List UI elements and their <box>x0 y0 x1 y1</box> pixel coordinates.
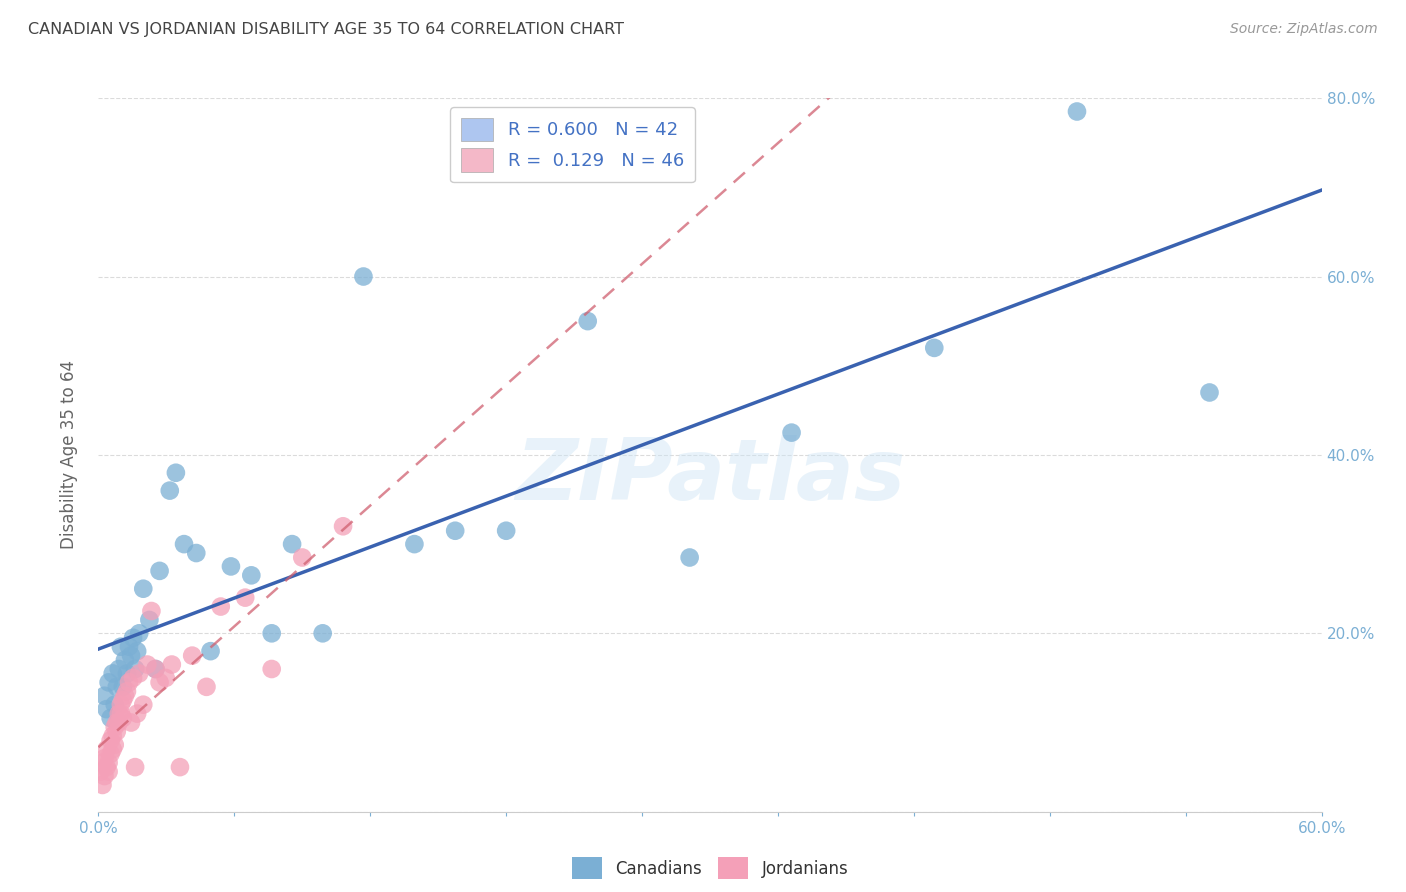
Point <box>118 640 141 654</box>
Point <box>100 747 122 761</box>
Point <box>145 662 167 676</box>
Point <box>108 662 131 676</box>
Point <box>101 742 124 756</box>
Point <box>100 733 122 747</box>
Point <box>124 760 146 774</box>
Point <box>576 314 599 328</box>
Point <box>332 519 354 533</box>
Point <box>111 680 134 694</box>
Point <box>105 680 128 694</box>
Text: ZIPatlas: ZIPatlas <box>515 434 905 518</box>
Point <box>780 425 803 440</box>
Point <box>160 657 183 672</box>
Point <box>922 341 945 355</box>
Point <box>96 760 118 774</box>
Point <box>132 698 155 712</box>
Point <box>122 631 145 645</box>
Point <box>679 550 702 565</box>
Point <box>149 675 172 690</box>
Point <box>118 675 141 690</box>
Point <box>124 662 146 676</box>
Point <box>120 648 142 663</box>
Y-axis label: Disability Age 35 to 64: Disability Age 35 to 64 <box>60 360 79 549</box>
Point <box>115 666 138 681</box>
Point <box>111 693 134 707</box>
Point <box>200 644 222 658</box>
Text: Source: ZipAtlas.com: Source: ZipAtlas.com <box>1230 22 1378 37</box>
Legend: Canadians, Jordanians: Canadians, Jordanians <box>565 851 855 886</box>
Point <box>101 666 124 681</box>
Point <box>155 671 177 685</box>
Point <box>165 466 187 480</box>
Point <box>97 675 120 690</box>
Point <box>260 626 283 640</box>
Point <box>93 689 115 703</box>
Point <box>159 483 181 498</box>
Point <box>115 684 138 698</box>
Point <box>93 769 115 783</box>
Point <box>105 715 128 730</box>
Point <box>128 666 150 681</box>
Point <box>141 604 163 618</box>
Point <box>93 751 115 765</box>
Point <box>138 613 160 627</box>
Point <box>110 698 132 712</box>
Point <box>110 640 132 654</box>
Point <box>173 537 195 551</box>
Point <box>1066 104 1088 119</box>
Point <box>209 599 232 614</box>
Point <box>186 546 208 560</box>
Point <box>145 662 167 676</box>
Point <box>101 729 124 743</box>
Point <box>260 662 283 676</box>
Point <box>181 648 204 663</box>
Point <box>120 715 142 730</box>
Point <box>240 568 263 582</box>
Point <box>149 564 172 578</box>
Point <box>111 711 134 725</box>
Point <box>195 680 218 694</box>
Point <box>105 724 128 739</box>
Point <box>233 591 256 605</box>
Point <box>96 742 118 756</box>
Point <box>89 764 111 779</box>
Point <box>281 537 304 551</box>
Point <box>100 711 122 725</box>
Point <box>97 764 120 779</box>
Point <box>1198 385 1220 400</box>
Point <box>104 738 127 752</box>
Point <box>96 702 118 716</box>
Point <box>91 756 114 770</box>
Point <box>128 626 150 640</box>
Point <box>127 706 149 721</box>
Text: CANADIAN VS JORDANIAN DISABILITY AGE 35 TO 64 CORRELATION CHART: CANADIAN VS JORDANIAN DISABILITY AGE 35 … <box>28 22 624 37</box>
Point <box>108 715 131 730</box>
Point <box>91 778 114 792</box>
Point <box>404 537 426 551</box>
Point <box>104 720 127 734</box>
Point <box>122 671 145 685</box>
Point <box>108 706 131 721</box>
Point <box>169 760 191 774</box>
Point <box>352 269 374 284</box>
Point <box>291 550 314 565</box>
Point <box>444 524 467 538</box>
Point <box>136 657 159 672</box>
Point <box>104 698 127 712</box>
Point <box>114 653 136 667</box>
Point <box>97 756 120 770</box>
Point <box>110 706 132 721</box>
Point <box>219 559 242 574</box>
Point <box>114 689 136 703</box>
Point <box>132 582 155 596</box>
Point <box>312 626 335 640</box>
Point <box>495 524 517 538</box>
Point <box>127 644 149 658</box>
